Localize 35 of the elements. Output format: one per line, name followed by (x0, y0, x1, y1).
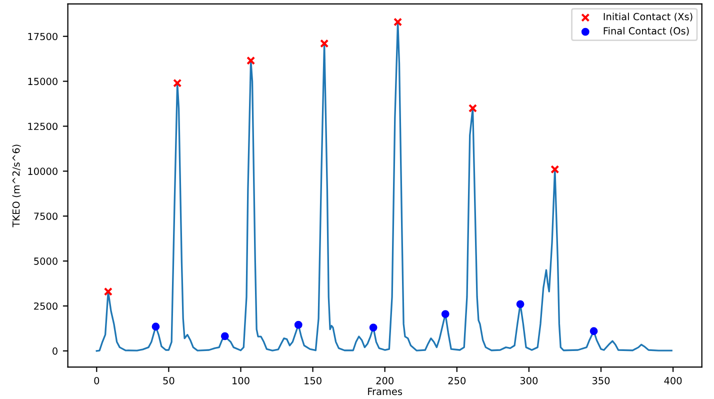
legend-label: Initial Contact (Xs) (604, 12, 692, 22)
point (320, 39, 329, 48)
y-tick-label: 5000 (34, 258, 58, 265)
x-tick-label: 350 (592, 376, 610, 384)
x-tick-label: 250 (448, 376, 466, 384)
x-tick-label: 200 (376, 376, 394, 384)
y-tick-label: 0 (52, 347, 58, 355)
point (294, 320, 302, 329)
point (468, 104, 478, 113)
point (104, 287, 112, 296)
point (394, 18, 402, 26)
x-tick-label: 100 (232, 376, 250, 384)
point (246, 56, 256, 65)
y-tick-label: 10000 (28, 168, 58, 175)
y-axis-title: TKEO (m^2/s^6) (12, 144, 21, 228)
point (369, 324, 378, 332)
point (516, 300, 524, 308)
legend-label: Final Contact (Os) (604, 27, 689, 36)
x-tick-label: 0 (94, 376, 100, 384)
x-tick-label: 50 (163, 376, 174, 384)
point (220, 332, 229, 340)
point (550, 165, 560, 174)
x-axis-title: Frames (368, 388, 402, 396)
x-tick-label: 150 (304, 376, 322, 384)
point (173, 78, 182, 88)
point (152, 322, 160, 331)
y-tick-label: 7500 (34, 212, 58, 220)
y-tick-label: 12500 (28, 122, 58, 130)
point (441, 310, 450, 318)
x-tick-label: 300 (520, 376, 538, 384)
y-tick-label: 15000 (28, 78, 58, 86)
y-tick-label: 2500 (34, 302, 58, 310)
point (590, 327, 598, 336)
x-tick-label: 400 (664, 376, 682, 384)
y-tick-label: 17500 (28, 32, 58, 40)
